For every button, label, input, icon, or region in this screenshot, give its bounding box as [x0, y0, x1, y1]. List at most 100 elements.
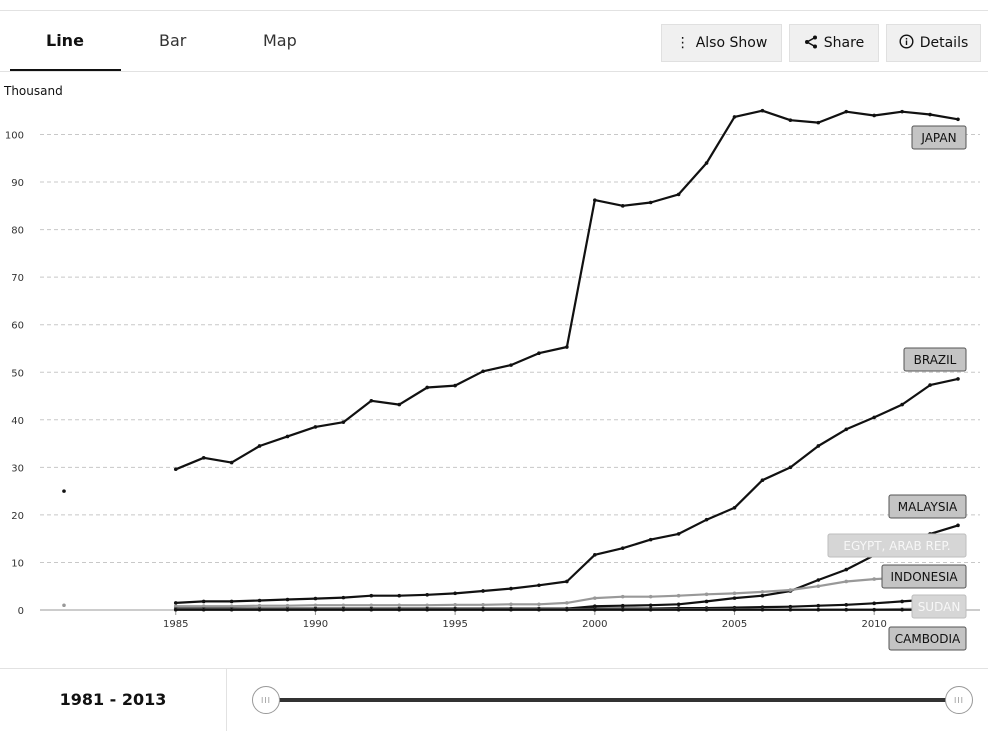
data-point[interactable] [509, 586, 513, 591]
data-point[interactable] [257, 603, 262, 608]
data-point[interactable] [928, 112, 932, 117]
data-point[interactable] [425, 592, 429, 597]
data-point[interactable] [369, 603, 374, 608]
data-point[interactable] [285, 597, 290, 602]
data-point[interactable] [397, 603, 402, 608]
data-point[interactable] [900, 599, 904, 604]
data-point[interactable] [648, 607, 653, 612]
data-point[interactable] [285, 434, 290, 439]
share-button[interactable]: Share [789, 24, 879, 62]
data-point[interactable] [676, 607, 681, 612]
data-point[interactable] [173, 601, 178, 605]
data-point[interactable] [760, 593, 765, 598]
slider-start-handle[interactable]: III [252, 686, 280, 714]
data-point[interactable] [425, 603, 429, 608]
data-point[interactable] [732, 115, 737, 119]
data-point[interactable] [313, 425, 318, 429]
tab-line[interactable]: Line [46, 31, 84, 50]
data-point[interactable] [537, 607, 541, 612]
label-brazil[interactable]: BRAZIL [903, 347, 967, 372]
data-point[interactable] [900, 109, 904, 114]
data-point[interactable] [704, 607, 709, 612]
data-point[interactable] [285, 603, 290, 608]
data-point[interactable] [565, 579, 569, 584]
data-point[interactable] [704, 161, 709, 165]
label-cambodia[interactable]: CAMBODIA [888, 626, 967, 651]
data-point[interactable] [844, 579, 849, 584]
data-point[interactable] [788, 607, 793, 612]
data-point[interactable] [509, 607, 513, 612]
data-point[interactable] [481, 602, 485, 607]
data-point[interactable] [565, 345, 569, 349]
data-point[interactable] [369, 593, 374, 598]
data-point[interactable] [816, 578, 821, 582]
data-point[interactable] [173, 607, 178, 612]
data-point[interactable] [844, 567, 849, 572]
data-point[interactable] [872, 113, 876, 118]
data-point[interactable] [341, 607, 346, 612]
data-point[interactable] [760, 607, 765, 612]
data-point[interactable] [928, 383, 932, 387]
data-point[interactable] [593, 596, 597, 600]
data-point[interactable] [844, 109, 849, 114]
data-point[interactable] [285, 607, 290, 612]
data-point[interactable] [593, 607, 597, 612]
data-point[interactable] [760, 478, 765, 482]
data-point[interactable] [313, 603, 318, 608]
data-point[interactable] [816, 603, 821, 608]
data-point[interactable] [788, 465, 793, 470]
data-point[interactable] [537, 602, 541, 607]
data-point[interactable] [509, 363, 513, 367]
data-point[interactable] [537, 351, 541, 356]
data-point[interactable] [369, 398, 374, 403]
data-point[interactable] [453, 591, 457, 596]
data-point[interactable] [900, 607, 904, 612]
data-point[interactable] [229, 604, 234, 608]
data-point[interactable] [956, 117, 960, 122]
data-point[interactable] [369, 607, 374, 612]
year-slider-track[interactable] [268, 698, 960, 702]
data-point[interactable] [816, 607, 821, 612]
data-point[interactable] [593, 198, 597, 202]
data-point[interactable] [313, 596, 318, 601]
data-point[interactable] [397, 402, 402, 407]
data-point[interactable] [201, 604, 206, 608]
data-point[interactable] [732, 591, 737, 596]
data-point[interactable] [816, 120, 821, 125]
data-point[interactable] [816, 584, 821, 589]
data-point[interactable] [481, 369, 485, 374]
label-japan[interactable]: JAPAN [911, 125, 967, 150]
data-point[interactable] [620, 603, 625, 608]
details-button[interactable]: Details [886, 24, 981, 62]
data-point[interactable] [341, 603, 346, 608]
data-point[interactable] [453, 383, 457, 388]
data-point[interactable] [425, 385, 429, 390]
data-point[interactable] [704, 517, 709, 522]
data-point[interactable] [648, 200, 653, 205]
data-point[interactable] [704, 592, 709, 597]
data-point[interactable] [509, 602, 513, 607]
data-point[interactable] [201, 607, 206, 612]
data-point[interactable] [732, 607, 737, 612]
slider-end-handle[interactable]: III [945, 686, 973, 714]
data-point[interactable] [788, 604, 793, 609]
data-point[interactable] [760, 590, 765, 594]
data-point[interactable] [732, 505, 737, 510]
data-point[interactable] [425, 607, 429, 612]
data-point[interactable] [844, 602, 849, 607]
tab-bar[interactable]: Bar [159, 31, 187, 50]
data-point[interactable] [257, 598, 262, 603]
tab-map[interactable]: Map [263, 31, 297, 50]
data-point[interactable] [900, 402, 904, 407]
data-point[interactable] [62, 489, 66, 493]
data-point[interactable] [201, 456, 206, 460]
data-point[interactable] [844, 607, 849, 612]
data-point[interactable] [229, 460, 234, 465]
data-point[interactable] [648, 594, 653, 599]
label-sudan[interactable]: SUDAN [911, 594, 967, 619]
label-malaysia[interactable]: MALAYSIA [888, 494, 967, 519]
label-egypt-arab-rep[interactable]: EGYPT, ARAB REP. [827, 533, 967, 558]
data-point[interactable] [704, 599, 709, 604]
data-point[interactable] [62, 603, 66, 608]
data-point[interactable] [844, 427, 849, 432]
